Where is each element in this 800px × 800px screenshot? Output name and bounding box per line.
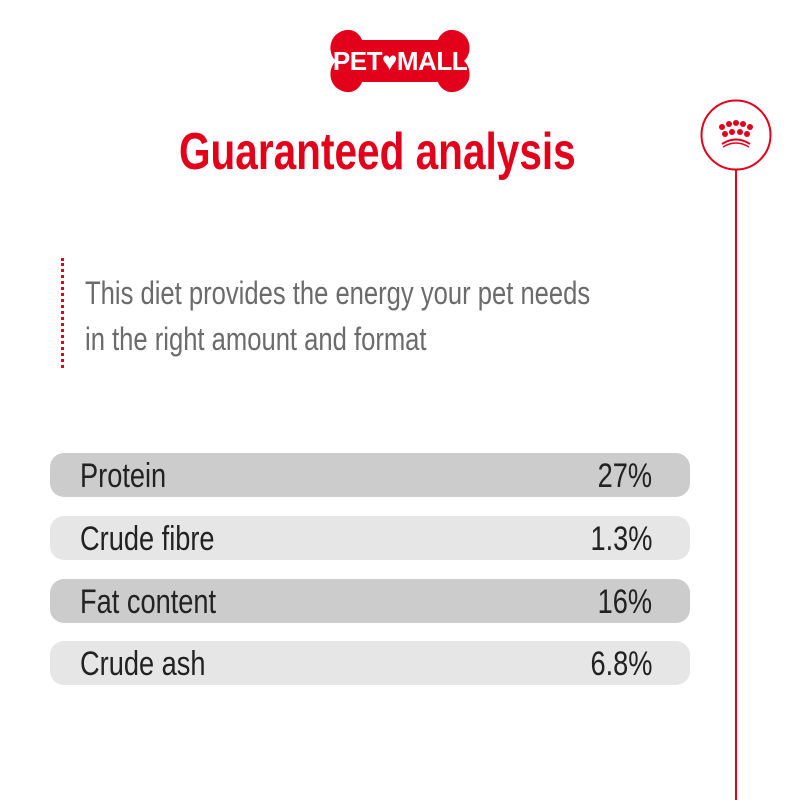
row-value: 1.3% (590, 520, 652, 558)
logo-text: PET♥MALL (332, 45, 468, 76)
dotted-divider (61, 258, 64, 368)
pet-mall-logo: PET♥MALL (326, 28, 474, 94)
row-label: Protein (80, 457, 167, 495)
analysis-row-fat-content: Fat content 16% (50, 579, 690, 623)
analysis-row-crude-ash: Crude ash 6.8% (50, 641, 690, 685)
description: This diet provides the energy your pet n… (85, 275, 591, 357)
page-title: Guaranteed analysis (179, 123, 576, 181)
analysis-row-crude-fibre: Crude fibre 1.3% (50, 516, 690, 560)
row-label: Crude fibre (80, 520, 215, 558)
row-value: 27% (597, 457, 652, 495)
row-value: 16% (597, 583, 652, 621)
crown-icon (700, 99, 772, 176)
row-label: Fat content (80, 583, 217, 621)
vertical-divider-line (735, 170, 737, 800)
analysis-row-protein: Protein 27% (50, 453, 690, 497)
row-value: 6.8% (590, 645, 652, 683)
row-label: Crude ash (80, 645, 206, 683)
